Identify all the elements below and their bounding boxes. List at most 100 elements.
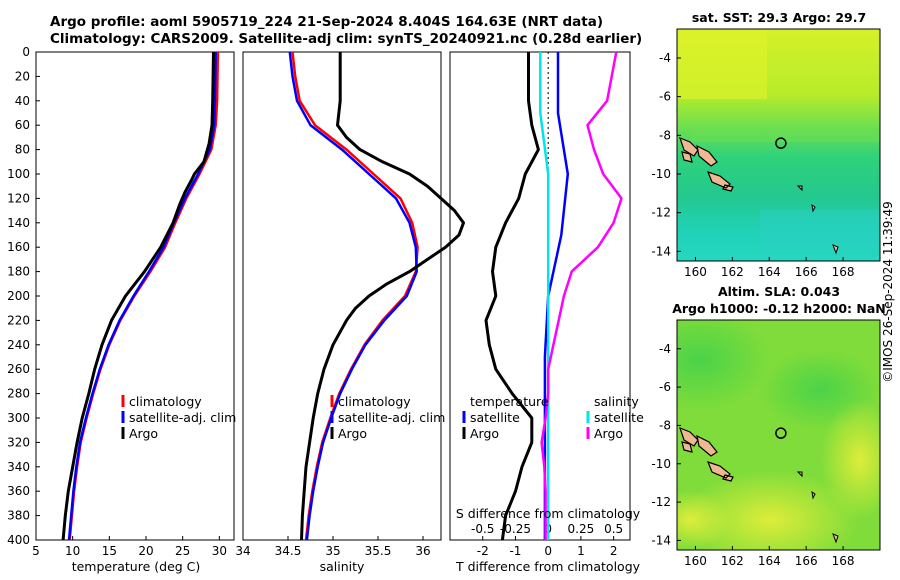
map-y-tick-label: -4 xyxy=(659,342,671,356)
map-x-tick-label: 168 xyxy=(832,265,855,279)
x-tick-label: 35.5 xyxy=(365,544,392,558)
sst-map xyxy=(677,29,880,261)
sst-map-axes: 160 162 164 166 168 -4 -6 -8 -10 -12 -14 xyxy=(651,51,854,279)
depth-tick-label: 140 xyxy=(7,216,30,230)
legend-argo: Argo xyxy=(129,426,158,441)
x-tick-label: 36 xyxy=(415,544,430,558)
map-y-tick-label: -10 xyxy=(651,167,671,181)
sla-argo-position-marker xyxy=(775,427,787,439)
legend-s-satellite: satellite xyxy=(594,410,644,425)
map-x-tick-label: 166 xyxy=(795,554,818,568)
x2-tick-label: -0.25 xyxy=(500,522,531,536)
series-satellite-adj-clim xyxy=(288,51,418,541)
depth-tick-label: 100 xyxy=(7,167,30,181)
legend-temperature-heading: temperature xyxy=(470,394,549,409)
series-s-satellite xyxy=(539,52,550,540)
map-x-tick-label: 168 xyxy=(832,554,855,568)
legend-t-satellite: satellite xyxy=(470,410,520,425)
series-climatology xyxy=(68,51,220,541)
tdiff-xlabel: T difference from climatology xyxy=(455,559,641,574)
legend-t-argo: Argo xyxy=(470,426,499,441)
map-x-tick-label: 162 xyxy=(721,265,744,279)
depth-tick-label: 260 xyxy=(7,362,30,376)
depth-tick-label: 120 xyxy=(7,191,30,205)
depth-axis: 0 20 40 60 80 100 120 140 160 180 200 220 240 260 280 3… xyxy=(7,45,40,547)
x-tick-label: 0 xyxy=(544,544,552,558)
sst-map-title: sat. SST: 29.3 Argo: 29.7 xyxy=(692,10,866,25)
depth-tick-label: 300 xyxy=(7,411,30,425)
depth-tick-label: 180 xyxy=(7,265,30,279)
sla-map-subtitle: Argo h1000: -0.12 h2000: NaN xyxy=(672,301,886,316)
depth-tick-label: 0 xyxy=(22,45,30,59)
depth-tick-label: 220 xyxy=(7,313,30,327)
sla-map-axes: 160 162 164 166 168 -4 -6 -8 -10 -12 -14 xyxy=(651,342,854,568)
x-tick-label: 10 xyxy=(65,544,80,558)
map-y-tick-label: -8 xyxy=(659,128,671,142)
series-argo xyxy=(61,51,215,541)
series-argo xyxy=(300,52,465,541)
x2-tick-label: 0.25 xyxy=(568,522,595,536)
salinity-xlabel: salinity xyxy=(320,559,365,574)
map-x-tick-label: 160 xyxy=(684,265,707,279)
map-x-tick-label: 164 xyxy=(758,265,781,279)
map-y-tick-label: -10 xyxy=(651,457,671,471)
x-tick-label: 1 xyxy=(577,544,585,558)
difference-plot: -2 -1 0 1 2-0.5 -0.25 0 0.25 0.5 xyxy=(471,51,623,558)
depth-tick-label: 360 xyxy=(7,484,30,498)
legend-satellite: satellite-adj. clim xyxy=(338,410,445,425)
map-y-tick-label: -12 xyxy=(651,495,671,509)
map-y-tick-label: -6 xyxy=(659,380,671,394)
x2-tick-label: 0.5 xyxy=(604,522,623,536)
x-tick-label: 35 xyxy=(325,544,340,558)
salinity-plot-frame xyxy=(242,51,442,541)
depth-tick-label: 200 xyxy=(7,289,30,303)
temperature-legend: climatology satellite-adj. clim Argo xyxy=(121,394,236,441)
depth-tick-label: 280 xyxy=(7,387,30,401)
sst-argo-position-marker xyxy=(775,137,787,149)
x-tick-label: 34.5 xyxy=(275,544,302,558)
depth-tick-label: 340 xyxy=(7,460,30,474)
depth-tick-label: 400 xyxy=(7,533,30,547)
difference-legend-salinity: salinity satellite Argo xyxy=(586,394,644,441)
x-tick-label: -2 xyxy=(477,544,489,558)
x-tick-label: 20 xyxy=(138,544,153,558)
temperature-xlabel: temperature (deg C) xyxy=(72,559,201,574)
x-tick-label: 25 xyxy=(175,544,190,558)
x2-tick-label: -0.5 xyxy=(471,522,494,536)
sla-map-frame xyxy=(676,319,881,551)
legend-climatology: climatology xyxy=(129,394,202,409)
map-x-tick-label: 164 xyxy=(758,554,781,568)
imos-timestamp: ©IMOS 26-Sep-2024 11:39:49 xyxy=(881,201,895,383)
x-tick-label: -1 xyxy=(509,544,521,558)
series-s-argo xyxy=(540,51,623,540)
map-y-tick-label: -4 xyxy=(659,51,671,65)
salinity-plot: 34 34.5 35 35.5 36 xyxy=(235,51,465,558)
sdiff-xlabel: S difference from climatology xyxy=(456,506,641,521)
legend-salinity-heading: salinity xyxy=(594,394,639,409)
depth-tick-label: 60 xyxy=(15,118,30,132)
map-y-tick-label: -14 xyxy=(651,533,671,547)
map-y-tick-label: -6 xyxy=(659,90,671,104)
depth-tick-label: 240 xyxy=(7,338,30,352)
sla-map-title: Altim. SLA: 0.043 xyxy=(718,284,840,299)
map-y-tick-label: -12 xyxy=(651,206,671,220)
difference-plot-frame xyxy=(449,51,631,541)
map-x-tick-label: 160 xyxy=(684,554,707,568)
title-line-2: Climatology: CARS2009. Satellite-adj cli… xyxy=(50,31,643,47)
x-tick-label: 34 xyxy=(235,544,250,558)
map-y-tick-label: -14 xyxy=(651,244,671,258)
difference-legend-temperature: temperature satellite Argo xyxy=(462,394,549,441)
depth-tick-label: 20 xyxy=(15,69,30,83)
temperature-plot: 5 10 15 20 25 30 xyxy=(32,51,227,558)
x-tick-label: 15 xyxy=(102,544,117,558)
depth-tick-label: 380 xyxy=(7,509,30,523)
x-tick-label: 2 xyxy=(610,544,618,558)
depth-tick-label: 320 xyxy=(7,435,30,449)
sla-map xyxy=(677,320,880,550)
map-y-tick-label: -8 xyxy=(659,418,671,432)
title-line-1: Argo profile: aoml 5905719_224 21-Sep-20… xyxy=(50,14,604,30)
x-tick-label: 30 xyxy=(212,544,227,558)
legend-s-argo: Argo xyxy=(594,426,623,441)
legend-satellite: satellite-adj. clim xyxy=(129,410,236,425)
